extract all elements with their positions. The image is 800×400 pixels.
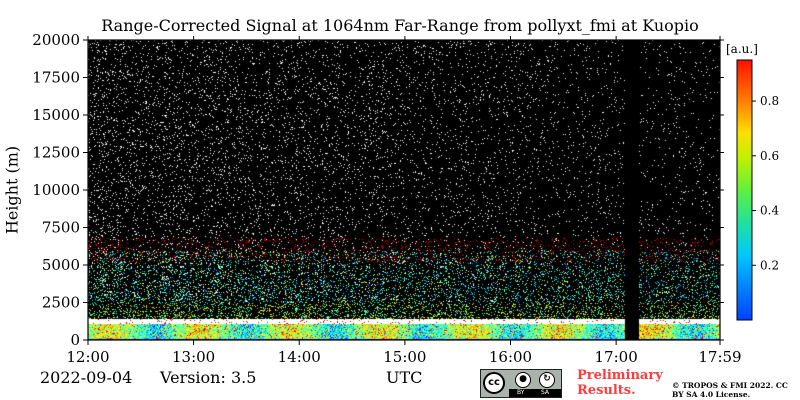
- plot-layer: [88, 40, 720, 340]
- by-person-icon: ●: [515, 372, 531, 388]
- y-tick-label: 17500: [32, 69, 80, 87]
- y-tick-label: 10000: [32, 181, 80, 199]
- x-axis-label: UTC: [386, 368, 423, 387]
- date-label: 2022-09-04: [40, 368, 133, 387]
- by-label: BY: [517, 389, 525, 396]
- cc-license-badge[interactable]: cc ● ↻ BY SA: [480, 369, 562, 398]
- preliminary-notice: Preliminary Results.: [577, 368, 663, 398]
- y-tick-label: 15000: [32, 106, 80, 124]
- x-tick-label: 15:00: [383, 348, 426, 366]
- colorbar-tick-label: 0.8: [760, 94, 779, 108]
- chart-title: Range-Corrected Signal at 1064nm Far-Ran…: [101, 16, 699, 35]
- colorbar: [736, 59, 753, 321]
- y-tick-label: 20000: [32, 31, 80, 49]
- y-tick-label: 5000: [42, 256, 80, 274]
- version-label: Version: 3.5: [160, 368, 257, 387]
- y-tick-label: 0: [70, 331, 80, 349]
- x-tick-label: 13:00: [172, 348, 215, 366]
- colorbar-tick-label: 0.2: [760, 258, 779, 272]
- x-tick-label: 17:00: [595, 348, 638, 366]
- x-tick-label: 14:00: [278, 348, 321, 366]
- colorbar-unit: [a.u.]: [726, 42, 758, 56]
- x-tick-label: 12:00: [66, 348, 109, 366]
- sa-share-icon: ↻: [539, 372, 555, 388]
- license-strip: [509, 389, 561, 397]
- y-tick-label: 12500: [32, 144, 80, 162]
- y-tick-label: 7500: [42, 219, 80, 237]
- axes-layer: 0 2500 5000 7500 10000 12500 15000 17500 20000 12…: [32, 31, 741, 366]
- x-tick-label: 16:00: [489, 348, 532, 366]
- heatmap-image: [88, 40, 720, 340]
- y-axis-label: Height (m): [2, 145, 22, 235]
- copyright-notice: © TROPOS & FMI 2022. CC BY SA 4.0 Licens…: [672, 381, 788, 399]
- x-tick-label: 17:59: [698, 348, 741, 366]
- y-tick-label: 2500: [42, 294, 80, 312]
- colorbar-tick-label: 0.6: [760, 149, 779, 163]
- colorbar-layer: 0.2 0.4 0.6 0.8: [736, 59, 779, 321]
- sa-label: SA: [541, 389, 550, 396]
- colorbar-tick-label: 0.4: [760, 204, 779, 218]
- cc-icon: cc: [483, 372, 505, 394]
